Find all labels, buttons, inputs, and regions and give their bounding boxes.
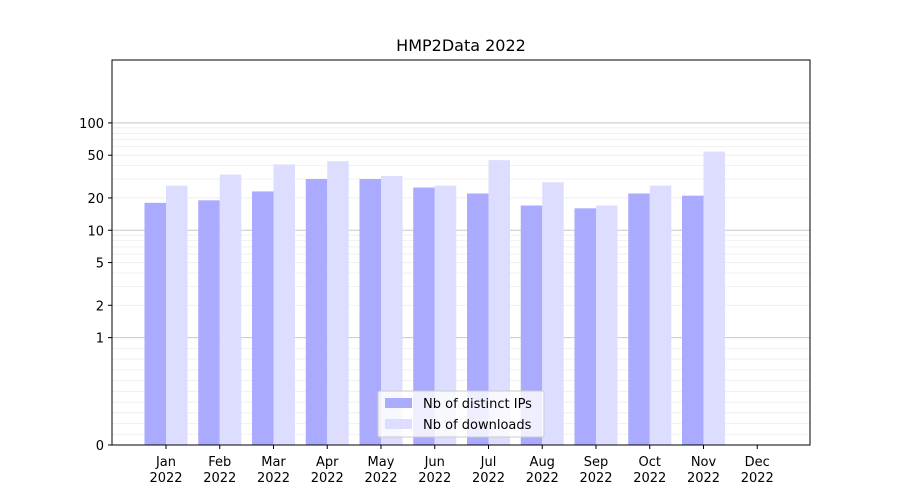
y-axis: 0 1 2 5 10 20 50 100: [79, 117, 112, 454]
legend-box: [377, 390, 545, 438]
y-tick-label: 0: [96, 439, 104, 454]
bar-distinct-ips: [413, 187, 435, 445]
x-tick-label-month: Dec: [745, 455, 770, 470]
y-tick-label: 10: [87, 224, 104, 239]
bar-distinct-ips: [359, 179, 381, 445]
y-tick-label: 20: [87, 192, 104, 207]
x-tick-label-month: Aug: [530, 455, 555, 470]
y-tick-label: 100: [79, 117, 104, 132]
bar-distinct-ips: [144, 202, 166, 445]
x-tick-label-year: 2022: [633, 471, 666, 486]
y-tick-label: 50: [87, 149, 104, 164]
bar-distinct-ips: [467, 193, 489, 445]
bar-distinct-ips: [252, 191, 274, 445]
bar-downloads: [166, 185, 188, 445]
x-tick-label-year: 2022: [203, 471, 236, 486]
x-tick-label-year: 2022: [741, 471, 774, 486]
legend: Nb of distinct IPs Nb of downloads: [377, 390, 545, 438]
x-tick-label-month: Mar: [261, 455, 286, 470]
bar-distinct-ips: [520, 205, 543, 445]
bar-distinct-ips: [628, 193, 650, 445]
plot-frame: [111, 59, 811, 446]
x-tick-label-year: 2022: [526, 471, 559, 486]
bar-distinct-ips: [574, 208, 596, 445]
legend-swatch-distinct-ips: [385, 398, 412, 408]
x-tick-label-month: Nov: [691, 455, 717, 470]
x-tick-label-month: Jan: [155, 455, 176, 470]
y-tick-label: 5: [96, 257, 104, 272]
x-tick-label-year: 2022: [149, 471, 182, 486]
bar-distinct-ips: [198, 200, 220, 445]
legend-swatch-downloads: [385, 419, 412, 429]
x-tick-label-month: Sep: [584, 455, 609, 470]
x-tick-label-month: Feb: [208, 455, 231, 470]
bars: [144, 151, 725, 446]
x-tick-label-year: 2022: [364, 471, 397, 486]
x-tick-label-month: Apr: [316, 455, 339, 470]
x-tick-label-month: May: [368, 455, 395, 470]
legend-label-distinct-ips: Nb of distinct IPs: [423, 397, 532, 412]
bar-downloads: [649, 185, 672, 445]
x-tick-label-month: Jul: [480, 455, 497, 470]
bar-downloads: [542, 182, 564, 445]
x-tick-label-year: 2022: [687, 471, 720, 486]
x-tick-label-year: 2022: [311, 471, 344, 486]
y-tick-label: 2: [96, 299, 104, 314]
bar-downloads: [596, 205, 618, 445]
bar-downloads: [488, 160, 510, 446]
x-tick-label-year: 2022: [472, 471, 505, 486]
legend-label-downloads: Nb of downloads: [423, 418, 532, 433]
chart-title: HMP2Data 2022: [396, 36, 526, 55]
x-axis: Jan2022Feb2022Mar2022Apr2022May2022Jun20…: [149, 445, 774, 486]
bar-downloads: [327, 161, 349, 445]
bar-downloads: [703, 151, 725, 446]
bar-downloads: [219, 174, 242, 445]
x-tick-label-year: 2022: [418, 471, 451, 486]
bar-distinct-ips: [305, 179, 328, 445]
x-tick-label-year: 2022: [257, 471, 290, 486]
bar-distinct-ips: [682, 195, 704, 445]
bar-downloads: [434, 185, 457, 445]
y-tick-label: 1: [96, 332, 104, 347]
bar-downloads: [381, 176, 403, 445]
bar-downloads: [273, 164, 295, 445]
x-tick-label-month: Jun: [424, 455, 445, 470]
x-tick-label-month: Oct: [639, 455, 661, 470]
x-tick-label-year: 2022: [579, 471, 612, 486]
